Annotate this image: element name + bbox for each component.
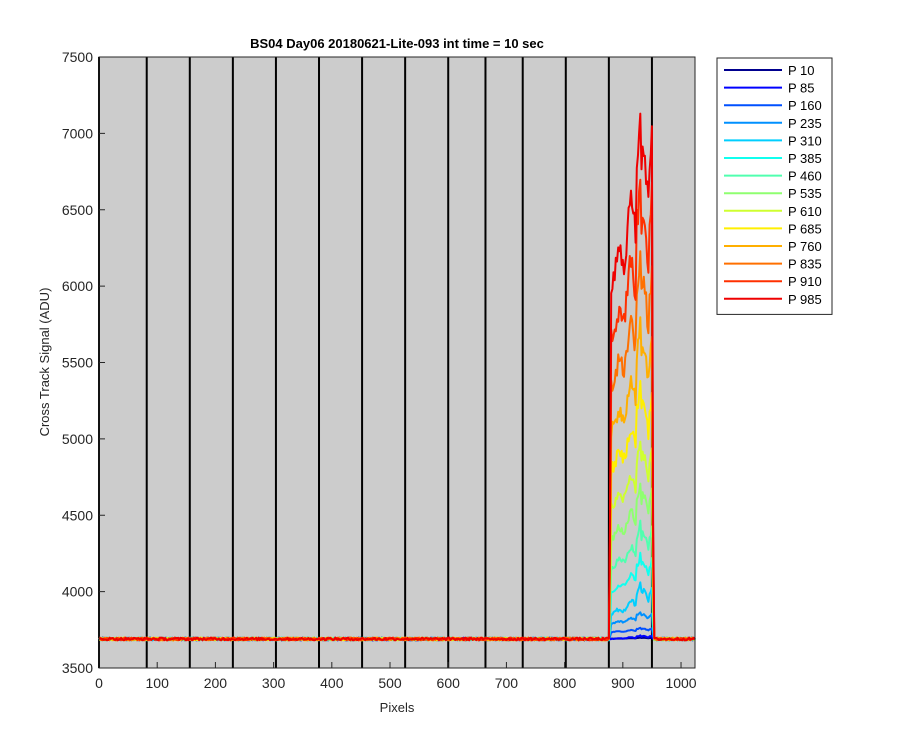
y-axis-label: Cross Track Signal (ADU) [37,288,52,437]
y-tick-label: 4000 [62,584,93,600]
legend-label: P 460 [788,169,822,184]
legend-label: P 835 [788,257,822,272]
legend-label: P 160 [788,98,822,113]
y-tick-label: 7500 [62,49,93,65]
plot-area [99,57,695,668]
y-tick-label: 7000 [62,125,93,141]
x-tick-label: 700 [495,675,519,691]
y-tick-label: 5500 [62,355,93,371]
legend-label: P 85 [788,81,815,96]
x-tick-label: 600 [437,675,461,691]
legend-label: P 910 [788,274,822,289]
x-axis-label: Pixels [380,700,415,715]
x-tick-label: 100 [146,675,170,691]
legend-label: P 685 [788,221,822,236]
x-tick-label: 800 [553,675,577,691]
legend: P 10 P 85 P 160 P 235 P 310 P 385 P 460 P 535 P … [716,57,833,315]
x-tick-label: 300 [262,675,286,691]
y-tick-label: 6000 [62,278,93,294]
y-tick-label: 5000 [62,431,93,447]
y-tick-label: 6500 [62,202,93,218]
y-tick-label: 4500 [62,507,93,523]
x-tick-label: 900 [611,675,635,691]
x-tick-label: 400 [320,675,344,691]
legend-label: P 385 [788,151,822,166]
x-tick-label: 0 [95,675,103,691]
series-line [98,112,696,642]
chart-title: BS04 Day06 20180621-Lite-093 int time = … [250,36,544,51]
legend-label: P 610 [788,204,822,219]
x-tick-label: 200 [204,675,228,691]
x-tick-label: 500 [378,675,402,691]
series-layer [98,112,696,642]
legend-box [716,57,833,315]
legend-label: P 310 [788,133,822,148]
legend-label: P 760 [788,239,822,254]
x-tick-label: 1000 [665,675,696,691]
legend-label: P 235 [788,116,822,131]
y-axis-ticks: 3500 4000 4500 5000 5500 6000 6500 7000 7500 [62,49,105,676]
legend-label: P 10 [788,63,815,78]
y-tick-label: 3500 [62,660,93,676]
x-axis-ticks: 0 100 200 300 400 500 600 700 800 900 1000 [95,662,697,691]
legend-label: P 535 [788,186,822,201]
legend-label: P 985 [788,292,822,307]
